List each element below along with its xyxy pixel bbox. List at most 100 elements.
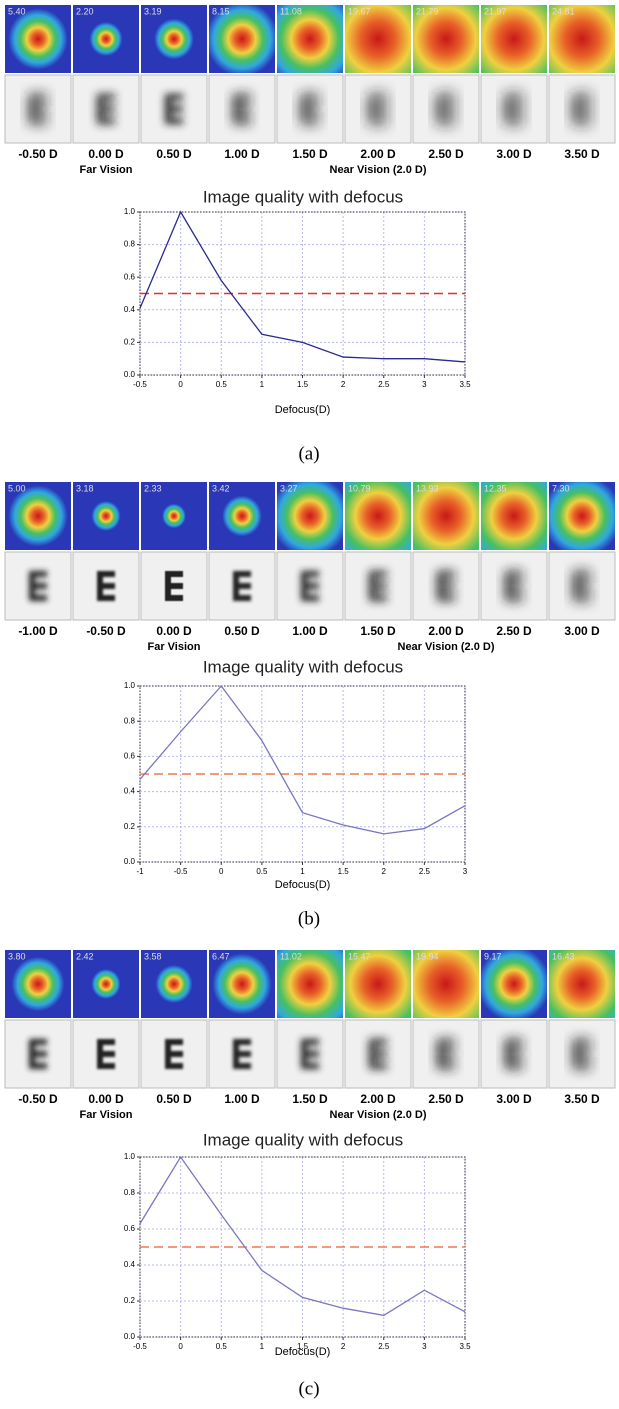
y-tick-label: 0.2 xyxy=(124,822,136,831)
psf-map xyxy=(5,482,71,550)
plot-frame xyxy=(139,685,466,863)
psf-value: 16.43 xyxy=(552,951,575,961)
defocus-label: 3.50 D xyxy=(564,1092,600,1106)
psf-value: 19.94 xyxy=(416,951,439,961)
e-optotype xyxy=(573,1039,591,1069)
defocus-label: -1.00 D xyxy=(18,624,58,638)
e-optotype xyxy=(301,571,319,601)
psf-value: 5.40 xyxy=(8,6,26,16)
defocus-label: 1.50 D xyxy=(360,624,396,638)
x-tick-label: 0.5 xyxy=(256,867,268,876)
far-vision-label: Far Vision xyxy=(148,641,201,653)
defocus-label: 2.50 D xyxy=(496,624,532,638)
psf-value: 9.17 xyxy=(484,951,502,961)
y-tick-label: 0.4 xyxy=(124,305,136,314)
defocus-label: -0.50 D xyxy=(86,624,126,638)
e-optotype xyxy=(233,571,251,601)
psf-value: 21.97 xyxy=(484,6,507,16)
psf-map xyxy=(549,950,615,1018)
psf-map xyxy=(141,5,207,73)
e-tile xyxy=(548,74,616,144)
defocus-label: 0.50 D xyxy=(224,624,260,638)
y-tick-label: 1.0 xyxy=(124,207,136,216)
chart-title: Image quality with defocus xyxy=(203,1130,403,1149)
defocus-label: 0.50 D xyxy=(156,147,192,161)
psf-value: 8.15 xyxy=(212,6,230,16)
psf-map xyxy=(73,950,139,1018)
x-tick-label: 1 xyxy=(300,867,305,876)
x-tick-label: 1.5 xyxy=(338,867,350,876)
e-optotype xyxy=(165,1039,183,1069)
psf-value: 7.30 xyxy=(552,483,570,493)
psf-map xyxy=(141,950,207,1018)
defocus-label: 1.00 D xyxy=(224,1092,260,1106)
defocus-label: 3.00 D xyxy=(496,1092,532,1106)
e-optotype xyxy=(97,1039,115,1069)
y-tick-label: 0.2 xyxy=(124,1296,136,1305)
panel-caption: (b) xyxy=(298,908,320,929)
x-tick-label: 0.5 xyxy=(216,1342,228,1351)
far-vision-label: Far Vision xyxy=(80,1109,133,1121)
defocus-label: 3.50 D xyxy=(564,147,600,161)
defocus-label: 2.00 D xyxy=(428,624,464,638)
x-tick-label: 0 xyxy=(219,867,224,876)
e-optotype xyxy=(233,1039,251,1069)
psf-value: 3.19 xyxy=(144,6,162,16)
far-vision-label: Far Vision xyxy=(80,164,133,176)
psf-value: 15.47 xyxy=(348,951,371,961)
near-vision-label: Near Vision (2.0 D) xyxy=(330,164,427,176)
x-tick-label: -0.5 xyxy=(133,1342,147,1351)
x-tick-label: 2.5 xyxy=(419,867,431,876)
x-tick-label: 1.5 xyxy=(297,1342,309,1351)
x-tick-label: 0 xyxy=(178,380,183,389)
e-optotype xyxy=(505,1039,523,1069)
x-tick-label: -0.5 xyxy=(133,380,147,389)
chart-title: Image quality with defocus xyxy=(203,657,403,676)
psf-value: 21.79 xyxy=(416,6,439,16)
x-tick-label: 1 xyxy=(260,1342,265,1351)
defocus-label: 0.00 D xyxy=(88,147,124,161)
x-tick-label: 3.5 xyxy=(459,1342,471,1351)
x-tick-label: 1.5 xyxy=(297,380,309,389)
psf-value: 3.27 xyxy=(280,483,298,493)
x-tick-label: 3 xyxy=(422,380,427,389)
psf-map xyxy=(73,5,139,73)
x-axis-label: Defocus(D) xyxy=(275,404,331,416)
defocus-label: 2.00 D xyxy=(360,147,396,161)
y-tick-label: 0.8 xyxy=(124,240,136,249)
x-tick-label: 2 xyxy=(341,380,346,389)
psf-map xyxy=(481,482,547,550)
psf-map xyxy=(481,5,547,73)
y-tick-label: 0.0 xyxy=(124,857,136,866)
e-optotype xyxy=(301,1039,319,1069)
defocus-label: 3.00 D xyxy=(496,147,532,161)
x-tick-label: 0 xyxy=(178,1342,183,1351)
psf-map xyxy=(345,5,411,73)
x-tick-label: 2.5 xyxy=(378,380,390,389)
psf-value: 3.80 xyxy=(8,951,26,961)
panel-caption: (a) xyxy=(298,443,319,464)
e-optotype xyxy=(437,1039,455,1069)
panel-caption: (c) xyxy=(298,1378,319,1399)
e-optotype xyxy=(165,94,183,124)
psf-value: 13.93 xyxy=(416,483,439,493)
x-tick-label: 2 xyxy=(341,1342,346,1351)
psf-map xyxy=(345,482,411,550)
x-tick-label: -1 xyxy=(136,867,144,876)
defocus-label: 0.00 D xyxy=(88,1092,124,1106)
x-tick-label: 3 xyxy=(422,1342,427,1351)
psf-value: 3.42 xyxy=(212,483,230,493)
e-optotype xyxy=(505,94,523,124)
psf-map xyxy=(549,482,615,550)
y-tick-label: 0.0 xyxy=(124,1332,136,1341)
psf-value: 3.58 xyxy=(144,951,162,961)
chart-title: Image quality with defocus xyxy=(203,187,403,206)
psf-map xyxy=(5,950,71,1018)
x-tick-label: 2 xyxy=(382,867,387,876)
y-tick-label: 1.0 xyxy=(124,1152,136,1161)
psf-map xyxy=(209,5,275,73)
psf-map xyxy=(277,482,343,550)
e-optotype xyxy=(29,571,47,601)
psf-map xyxy=(413,5,479,73)
